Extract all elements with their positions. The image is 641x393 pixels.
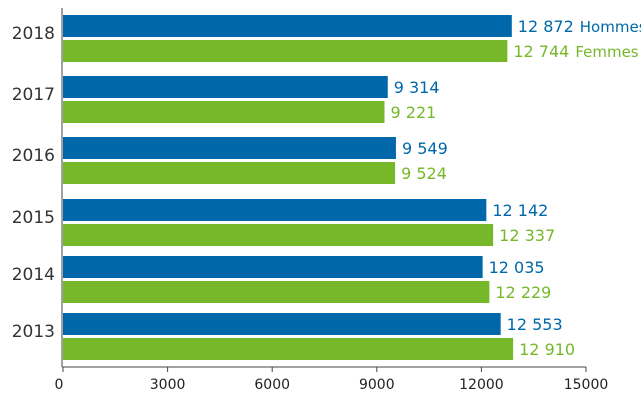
value-text: 12 337 [499, 226, 555, 245]
bar-hommes-2013 [63, 313, 501, 335]
value-label-femmes-2013: 12 910 [519, 340, 575, 359]
value-label-femmes-2016: 9 524 [401, 164, 447, 183]
x-ticks-group: 0 3000 6000 9000 12000 15000 [55, 367, 609, 393]
bar-femmes-2016 [63, 162, 396, 184]
bar-femmes-2014 [63, 281, 490, 303]
bar-hommes-2018 [63, 15, 512, 37]
value-text: 9 314 [394, 78, 440, 97]
value-label-femmes-2014: 12 229 [495, 283, 551, 302]
category-label-2014: 2014 [12, 265, 55, 285]
value-text: 12 744 [513, 42, 569, 61]
x-tick-label: 9000 [359, 377, 395, 393]
bar-hommes-2015 [63, 199, 487, 221]
x-tick-label: 0 [55, 377, 64, 393]
value-label-hommes-2013: 12 553 [507, 315, 563, 334]
category-label-2017: 2017 [12, 85, 55, 105]
value-label-hommes-2018: 12 872 Hommes [518, 17, 641, 36]
x-tick-label: 6000 [254, 377, 290, 393]
category-label-2013: 2013 [12, 322, 55, 342]
category-label-2018: 2018 [12, 24, 55, 44]
value-text: 9 221 [391, 103, 437, 122]
value-text: 12 872 [518, 17, 574, 36]
x-tick-label: 12000 [459, 377, 504, 393]
bar-femmes-2017 [63, 101, 385, 123]
value-label-femmes-2017: 9 221 [391, 103, 437, 122]
value-text: 12 035 [489, 258, 545, 277]
value-text: 12 910 [519, 340, 575, 359]
bar-hommes-2014 [63, 256, 483, 278]
value-label-femmes-2015: 12 337 [499, 226, 555, 245]
legend-series-name: Hommes [580, 18, 641, 36]
bar-femmes-2013 [63, 338, 514, 360]
value-label-hommes-2015: 12 142 [492, 201, 548, 220]
value-label-hommes-2016: 9 549 [402, 139, 448, 158]
x-tick-label: 15000 [564, 377, 609, 393]
value-text: 12 142 [492, 201, 548, 220]
bar-femmes-2018 [63, 40, 508, 62]
value-label-hommes-2014: 12 035 [489, 258, 545, 277]
category-label-2015: 2015 [12, 208, 55, 228]
value-text: 12 229 [495, 283, 551, 302]
bar-femmes-2015 [63, 224, 494, 246]
category-labels-group: 2018 2017 2016 2015 2014 2013 [12, 24, 55, 342]
category-label-2016: 2016 [12, 146, 55, 166]
bar-hommes-2017 [63, 76, 388, 98]
value-text: 12 553 [507, 315, 563, 334]
value-label-hommes-2017: 9 314 [394, 78, 440, 97]
bar-hommes-2016 [63, 137, 396, 159]
value-text: 9 524 [401, 164, 447, 183]
legend-series-name: Femmes [575, 43, 638, 61]
value-text: 9 549 [402, 139, 448, 158]
x-tick-label: 3000 [150, 377, 186, 393]
bars-group: 12 872 Hommes 12 744 Femmes 9 314 9 221 9 549 9… [63, 15, 641, 360]
value-label-femmes-2018: 12 744 Femmes [513, 42, 638, 61]
